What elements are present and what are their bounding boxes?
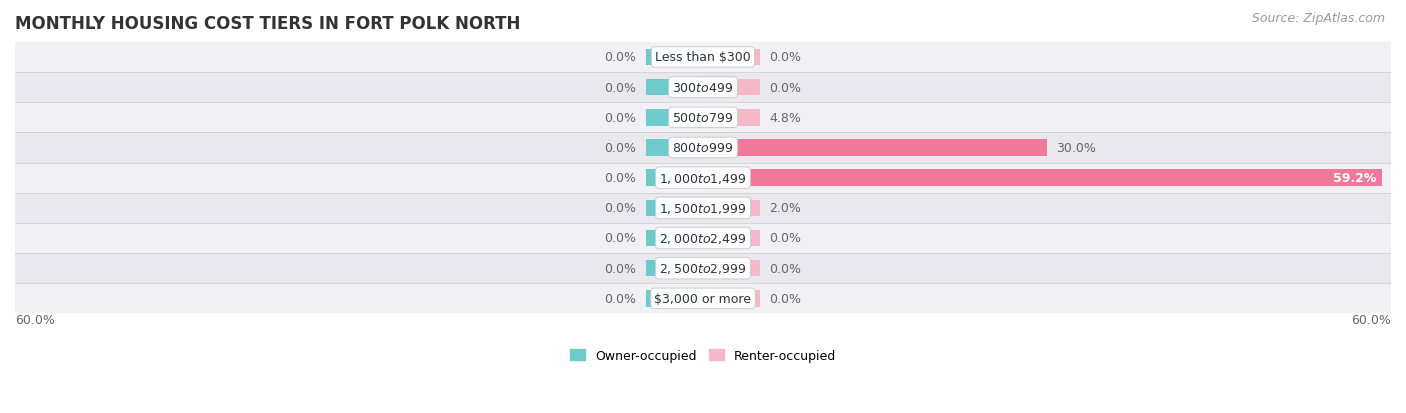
Text: 0.0%: 0.0% xyxy=(769,51,801,64)
Text: $500 to $799: $500 to $799 xyxy=(672,112,734,124)
Text: 60.0%: 60.0% xyxy=(1351,313,1391,327)
Text: 0.0%: 0.0% xyxy=(605,262,637,275)
Text: 2.0%: 2.0% xyxy=(769,202,801,215)
Text: 0.0%: 0.0% xyxy=(605,142,637,154)
Text: 4.8%: 4.8% xyxy=(769,112,801,124)
Bar xyxy=(703,140,1047,157)
Text: 0.0%: 0.0% xyxy=(605,172,637,185)
Text: 30.0%: 30.0% xyxy=(1056,142,1097,154)
Text: $2,000 to $2,499: $2,000 to $2,499 xyxy=(659,231,747,245)
Bar xyxy=(703,290,761,307)
Bar xyxy=(15,254,1391,284)
Bar xyxy=(15,223,1391,254)
Text: 0.0%: 0.0% xyxy=(769,81,801,95)
Bar xyxy=(703,170,1382,187)
Bar xyxy=(703,200,761,216)
Bar xyxy=(15,103,1391,133)
Text: 59.2%: 59.2% xyxy=(1333,172,1376,185)
Text: 0.0%: 0.0% xyxy=(605,112,637,124)
Bar xyxy=(703,80,761,96)
Bar xyxy=(645,230,703,247)
Text: $2,500 to $2,999: $2,500 to $2,999 xyxy=(659,261,747,275)
Text: 0.0%: 0.0% xyxy=(769,262,801,275)
Bar xyxy=(645,260,703,277)
Bar xyxy=(645,170,703,187)
Text: 0.0%: 0.0% xyxy=(605,51,637,64)
Text: $300 to $499: $300 to $499 xyxy=(672,81,734,95)
Bar xyxy=(645,80,703,96)
Text: 0.0%: 0.0% xyxy=(769,232,801,245)
Text: MONTHLY HOUSING COST TIERS IN FORT POLK NORTH: MONTHLY HOUSING COST TIERS IN FORT POLK … xyxy=(15,15,520,33)
Text: 0.0%: 0.0% xyxy=(769,292,801,305)
Text: 0.0%: 0.0% xyxy=(605,81,637,95)
Text: Less than $300: Less than $300 xyxy=(655,51,751,64)
Bar xyxy=(703,50,761,66)
Bar xyxy=(15,73,1391,103)
Bar xyxy=(645,110,703,126)
Text: $1,000 to $1,499: $1,000 to $1,499 xyxy=(659,171,747,185)
Bar xyxy=(703,110,761,126)
Bar xyxy=(15,284,1391,313)
Bar xyxy=(15,193,1391,223)
Text: 0.0%: 0.0% xyxy=(605,202,637,215)
Text: $3,000 or more: $3,000 or more xyxy=(655,292,751,305)
Bar xyxy=(645,290,703,307)
Legend: Owner-occupied, Renter-occupied: Owner-occupied, Renter-occupied xyxy=(565,344,841,367)
Bar xyxy=(15,163,1391,193)
Text: $800 to $999: $800 to $999 xyxy=(672,142,734,154)
Bar xyxy=(703,230,761,247)
Text: 0.0%: 0.0% xyxy=(605,292,637,305)
Text: $1,500 to $1,999: $1,500 to $1,999 xyxy=(659,201,747,215)
Bar xyxy=(645,200,703,216)
Bar xyxy=(703,260,761,277)
Bar xyxy=(645,50,703,66)
Bar xyxy=(15,43,1391,73)
Text: 0.0%: 0.0% xyxy=(605,232,637,245)
Text: Source: ZipAtlas.com: Source: ZipAtlas.com xyxy=(1251,12,1385,25)
Text: 60.0%: 60.0% xyxy=(15,313,55,327)
Bar xyxy=(645,140,703,157)
Bar xyxy=(15,133,1391,163)
